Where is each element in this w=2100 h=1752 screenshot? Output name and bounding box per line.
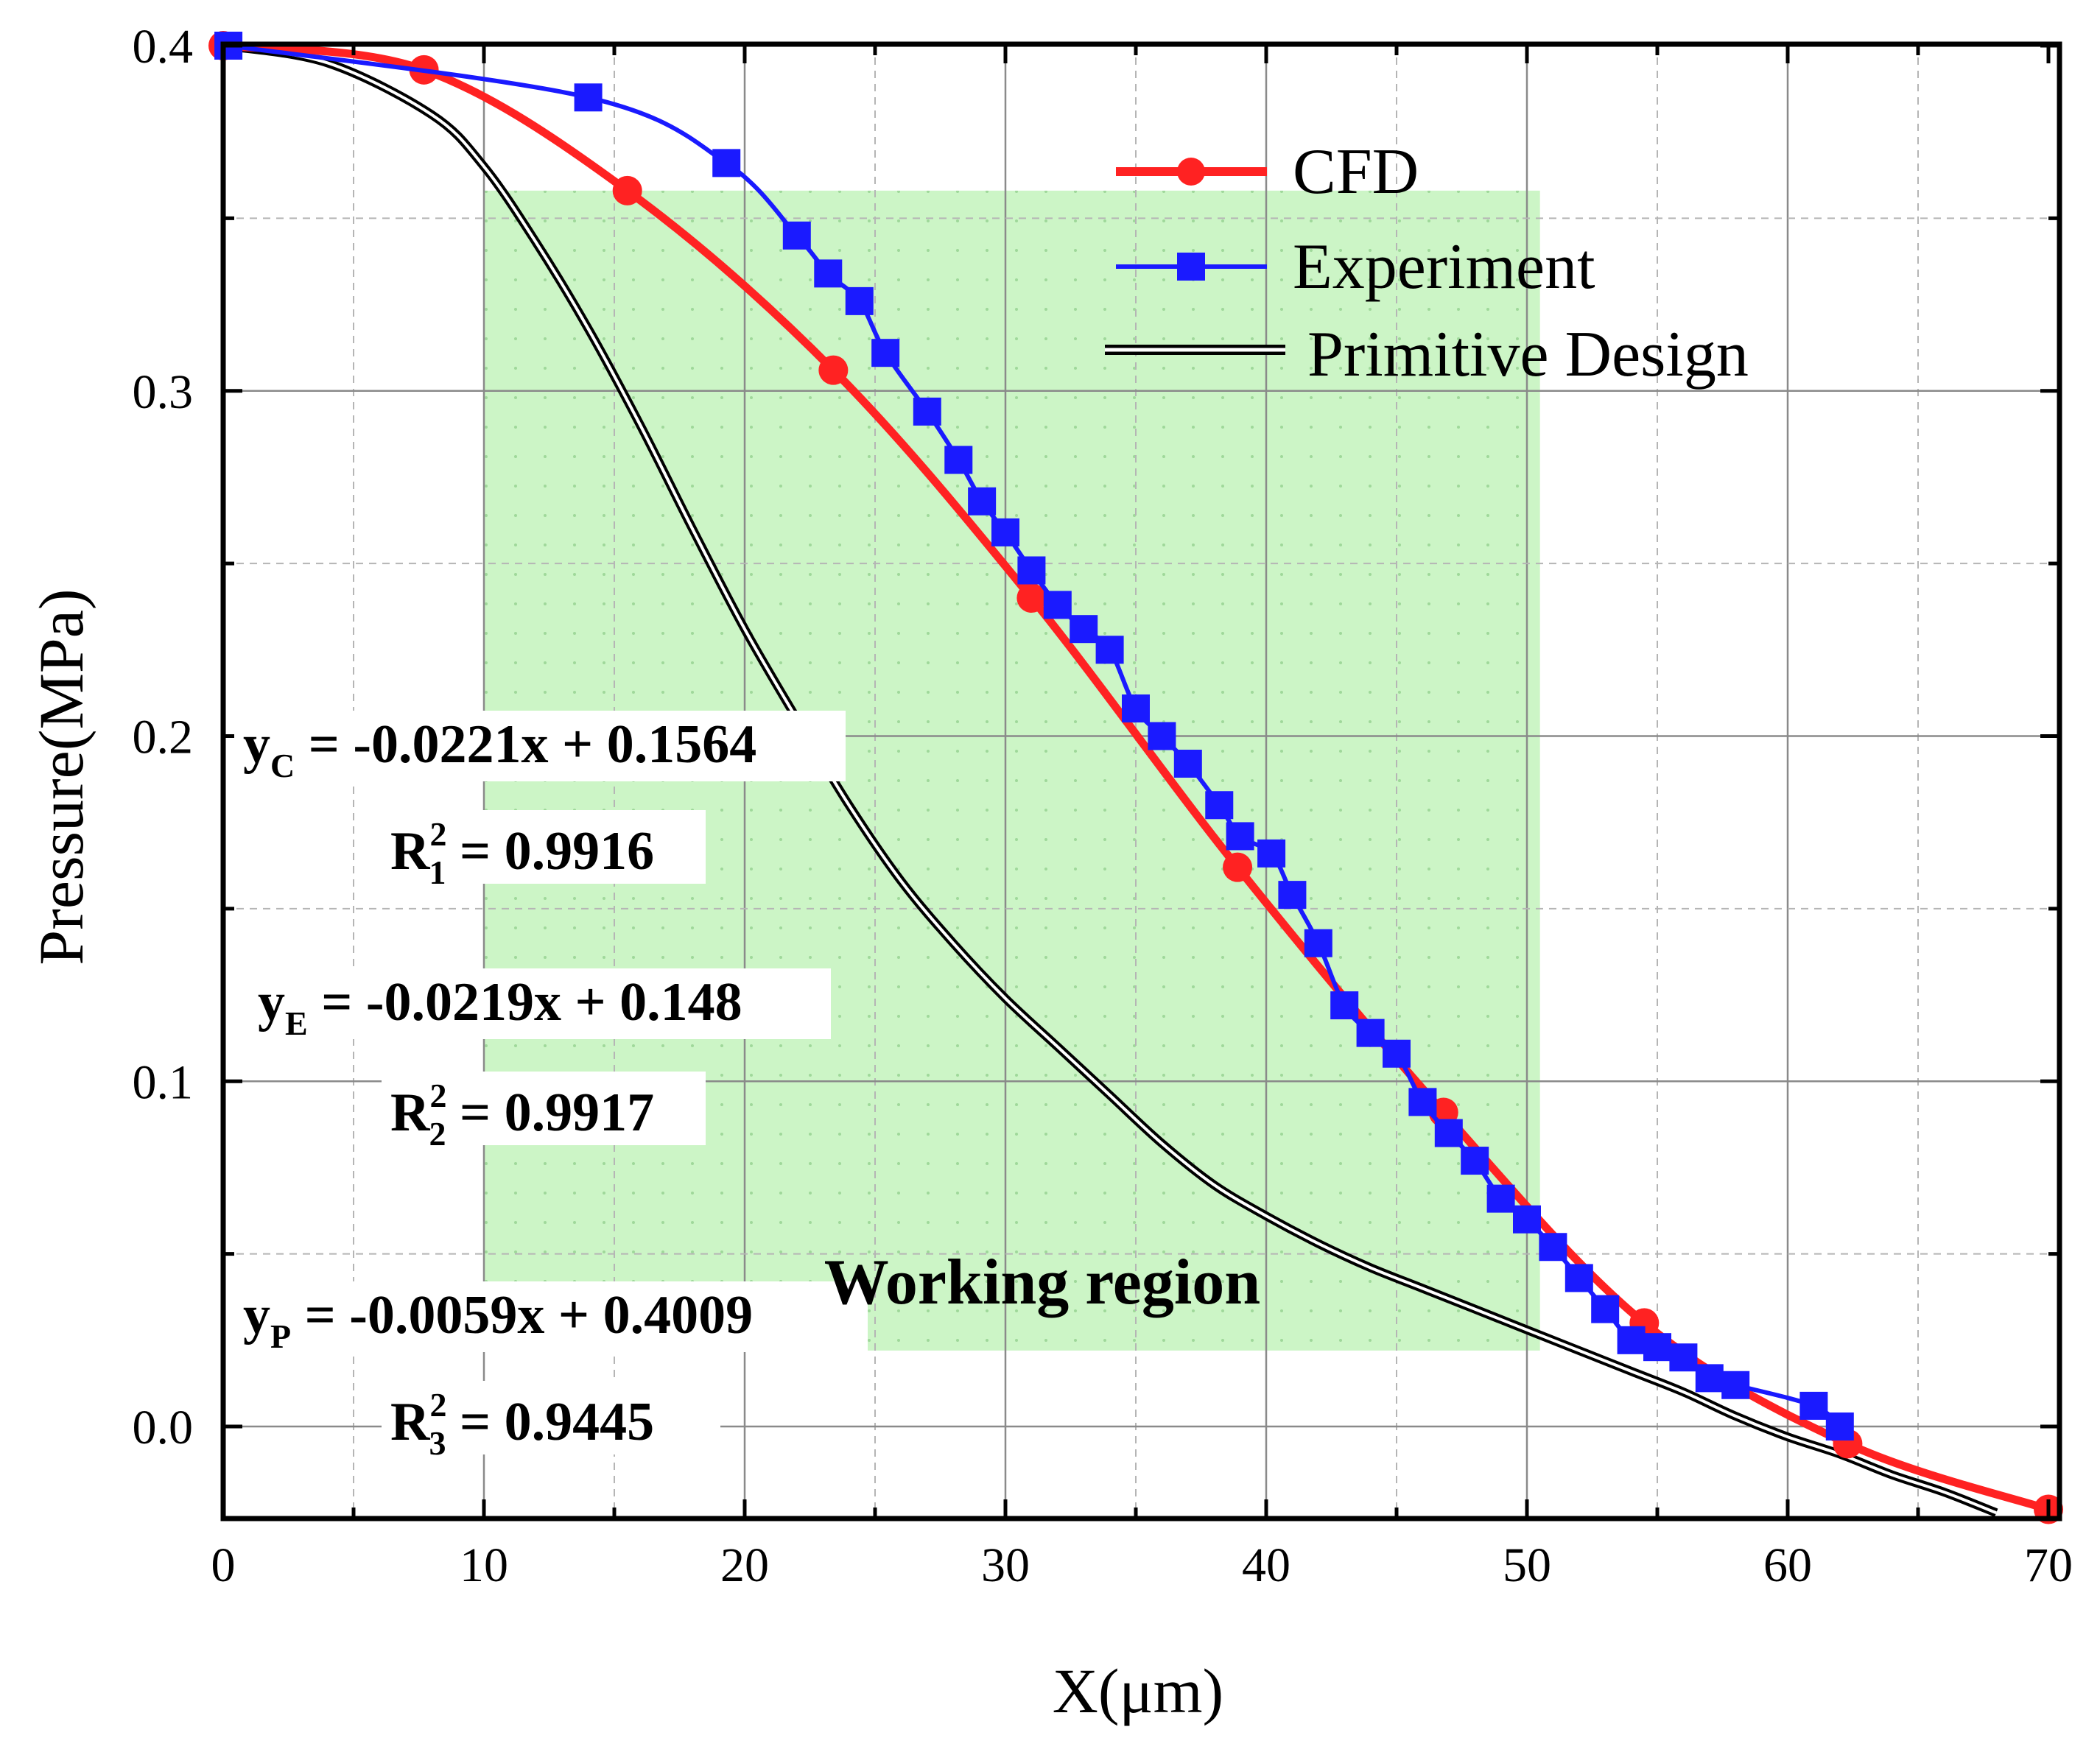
experiment-point bbox=[1565, 1264, 1593, 1292]
experiment-point bbox=[1304, 929, 1332, 957]
experiment-point bbox=[1226, 822, 1254, 851]
experiment-point bbox=[1173, 750, 1202, 778]
experiment-point bbox=[871, 339, 900, 367]
y-axis-title: Pressure(MPa) bbox=[26, 588, 96, 965]
experiment-point bbox=[1278, 881, 1307, 910]
y-tick-label: 0.0 bbox=[133, 1401, 194, 1454]
legend-primitive-label: Primitive Design bbox=[1307, 319, 1749, 390]
experiment-point bbox=[845, 286, 874, 315]
experiment-point bbox=[574, 83, 603, 112]
x-tick-label: 0 bbox=[211, 1538, 236, 1592]
experiment-point bbox=[1017, 556, 1046, 585]
legend-cfd-label: CFD bbox=[1293, 136, 1419, 208]
working-region-label: Working region bbox=[824, 1247, 1260, 1318]
experiment-point bbox=[913, 397, 941, 426]
experiment-point bbox=[1461, 1147, 1489, 1175]
cfd-point bbox=[612, 175, 642, 205]
experiment-point bbox=[1591, 1295, 1620, 1323]
experiment-point bbox=[1695, 1364, 1724, 1393]
experiment-point bbox=[944, 446, 973, 474]
legend-cfd-marker bbox=[1177, 158, 1205, 186]
y-tick-label: 0.3 bbox=[133, 365, 194, 419]
experiment-point bbox=[1408, 1088, 1437, 1116]
r-squared-text: R2 3 = 0.9445 bbox=[390, 1386, 654, 1462]
primitive-design-line-inner bbox=[222, 44, 1997, 1515]
y-tick-label: 0.1 bbox=[133, 1055, 194, 1109]
experiment-point bbox=[782, 221, 811, 250]
x-tick-label: 10 bbox=[460, 1538, 508, 1592]
y-tick-label: 0.4 bbox=[133, 20, 194, 74]
experiment-point bbox=[1070, 615, 1098, 644]
equation-background bbox=[234, 1281, 868, 1352]
experiment-point bbox=[1095, 636, 1124, 664]
r-squared-text: R2 1 = 0.9916 bbox=[390, 815, 654, 891]
experiment-point bbox=[968, 487, 997, 516]
experiment-point bbox=[1486, 1184, 1515, 1213]
cfd-point bbox=[1223, 852, 1253, 882]
experiment-point bbox=[1539, 1233, 1567, 1262]
legend: CFD Experiment Primitive Design bbox=[1105, 136, 1749, 390]
r2-background bbox=[382, 810, 706, 884]
legend-experiment-label: Experiment bbox=[1293, 231, 1595, 303]
experiment-point bbox=[991, 518, 1019, 546]
experiment-point bbox=[1617, 1326, 1646, 1354]
experiment-point bbox=[814, 259, 843, 288]
equation-text: yE = -0.0219x + 0.148 bbox=[258, 972, 742, 1042]
experiment-point bbox=[1825, 1412, 1854, 1440]
regression-equations: yC = -0.0221x + 0.1564 R2 1 = 0.9916 yE = -… bbox=[234, 711, 868, 1462]
r2-background bbox=[382, 1072, 706, 1145]
tick-labels: 0 10 20 30 40 50 60 70 0.0 0.1 0.2 0.3 0.4 bbox=[133, 20, 2073, 1592]
experiment-point bbox=[1257, 839, 1286, 868]
equation-text: yC = -0.0221x + 0.1564 bbox=[243, 714, 756, 784]
x-tick-label: 70 bbox=[2024, 1538, 2073, 1592]
r-squared-text: R2 2 = 0.9917 bbox=[390, 1077, 654, 1153]
legend-experiment-marker bbox=[1177, 253, 1205, 281]
equation-background bbox=[234, 711, 846, 781]
equation-background bbox=[249, 968, 831, 1039]
x-tick-label: 50 bbox=[1503, 1538, 1551, 1592]
experiment-point bbox=[1669, 1343, 1698, 1372]
y-tick-label: 0.2 bbox=[133, 711, 194, 764]
experiment-point bbox=[1434, 1119, 1463, 1147]
r2-background bbox=[382, 1381, 720, 1454]
cfd-point bbox=[818, 355, 849, 385]
experiment-point bbox=[1205, 791, 1234, 820]
experiment-point bbox=[1330, 991, 1359, 1020]
axis-ticks bbox=[221, 43, 2059, 1519]
experiment-point bbox=[712, 149, 741, 177]
x-tick-label: 20 bbox=[720, 1538, 769, 1592]
experiment-point bbox=[1043, 591, 1072, 619]
x-tick-label: 60 bbox=[1763, 1538, 1812, 1592]
experiment-point bbox=[1122, 694, 1150, 722]
x-axis-title: X(μm) bbox=[1053, 1656, 1223, 1726]
x-tick-label: 40 bbox=[1242, 1538, 1290, 1592]
experiment-point bbox=[1356, 1019, 1385, 1047]
x-tick-label: 30 bbox=[981, 1538, 1030, 1592]
series-experiment bbox=[214, 32, 1854, 1440]
experiment-point bbox=[1721, 1371, 1750, 1399]
equation-text: yP = -0.0059x + 0.4009 bbox=[243, 1285, 753, 1355]
experiment-point bbox=[1148, 722, 1176, 750]
experiment-point bbox=[1799, 1391, 1828, 1420]
series-primitive-design bbox=[222, 41, 1998, 1517]
experiment-point bbox=[1513, 1205, 1541, 1234]
cfd-point bbox=[1016, 583, 1047, 613]
experiment-point bbox=[1643, 1333, 1671, 1362]
plot-frame bbox=[220, 41, 2062, 1521]
experiment-point bbox=[1383, 1039, 1411, 1068]
